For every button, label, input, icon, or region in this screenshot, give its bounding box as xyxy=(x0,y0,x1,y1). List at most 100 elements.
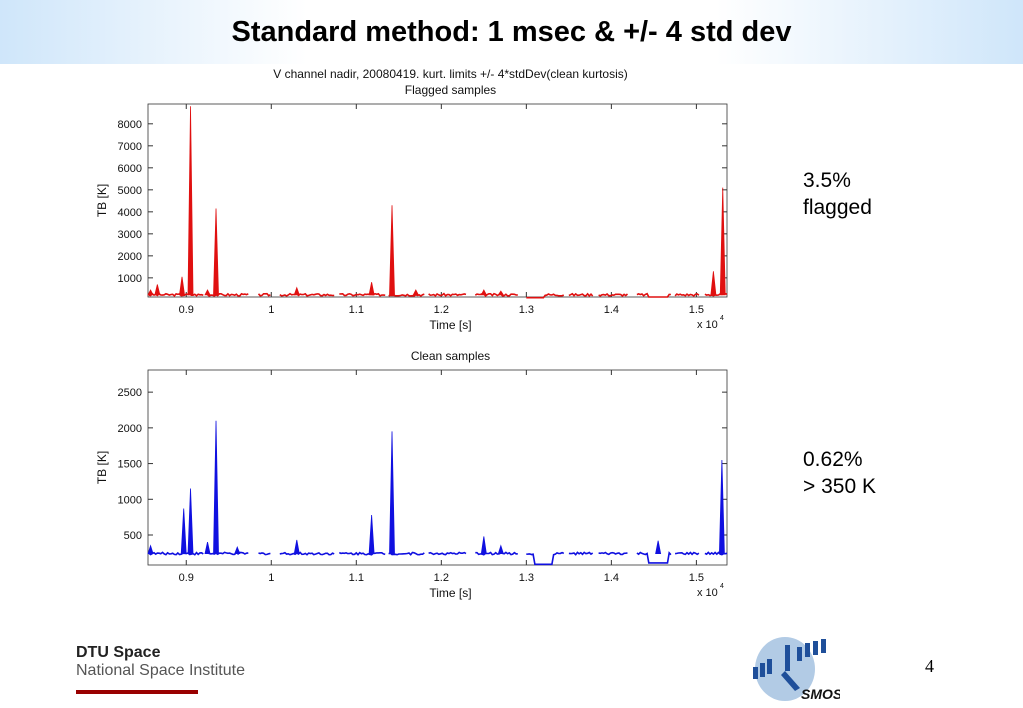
data-segment xyxy=(526,551,565,566)
note-line: 3.5% xyxy=(803,169,851,192)
footer-bar xyxy=(76,690,198,694)
data-spike xyxy=(187,106,194,296)
note-flagged: 3.5% flagged xyxy=(803,167,872,221)
data-spike xyxy=(204,289,211,296)
page-number: 4 xyxy=(925,656,934,676)
data-segment xyxy=(636,292,671,298)
data-spike xyxy=(147,289,154,296)
note-line: > 350 K xyxy=(803,475,876,498)
data-spike xyxy=(187,488,194,554)
x-multiplier: x 10 xyxy=(697,587,718,599)
y-axis-label: TB [K] xyxy=(95,451,109,484)
data-spike xyxy=(389,431,395,554)
data-segment xyxy=(526,293,565,299)
data-segment xyxy=(338,551,386,556)
x-tick-label: 1.4 xyxy=(604,572,619,584)
data-segment xyxy=(598,292,629,297)
data-spike xyxy=(480,536,487,554)
data-segment xyxy=(636,551,672,564)
x-tick-label: 1.2 xyxy=(434,304,449,316)
x-exponent: 4 xyxy=(720,315,724,322)
data-spike xyxy=(154,284,161,296)
data-segment xyxy=(428,292,467,297)
data-spike xyxy=(368,514,375,554)
smos-logo-text: SMOS xyxy=(801,686,840,702)
data-segment xyxy=(339,292,386,297)
note-clean: 0.62% > 350 K xyxy=(803,446,876,500)
y-tick-label: 1000 xyxy=(118,273,142,285)
data-spike xyxy=(234,546,241,554)
data-segment xyxy=(279,551,335,556)
y-tick-label: 5000 xyxy=(118,185,142,197)
y-tick-label: 8000 xyxy=(118,119,142,131)
y-tick-label: 2500 xyxy=(118,387,142,399)
x-axis-label: Time [s] xyxy=(429,586,471,600)
x-tick-label: 1.3 xyxy=(519,572,534,584)
plot-area xyxy=(147,103,728,298)
y-tick-label: 4000 xyxy=(118,207,142,219)
x-tick-label: 1 xyxy=(268,572,274,584)
x-axis-label: Time [s] xyxy=(429,318,471,332)
data-segment xyxy=(148,551,204,556)
data-spike xyxy=(655,540,662,554)
y-tick-label: 7000 xyxy=(118,141,142,153)
data-segment xyxy=(257,292,271,297)
data-spike xyxy=(718,459,725,554)
y-tick-label: 1000 xyxy=(118,494,142,506)
data-spike xyxy=(147,544,154,554)
x-tick-label: 1 xyxy=(268,304,274,316)
data-spike xyxy=(179,276,185,296)
data-segment xyxy=(207,292,249,297)
x-tick-label: 1.5 xyxy=(689,304,704,316)
smos-logo: SMOS xyxy=(753,637,840,702)
footer-org: DTU Space xyxy=(76,644,161,661)
note-line: 0.62% xyxy=(803,448,863,471)
x-multiplier: x 10 xyxy=(697,319,718,331)
plot-area xyxy=(147,369,728,566)
data-segment xyxy=(568,551,594,556)
data-spike xyxy=(213,208,219,296)
data-spike xyxy=(180,508,187,554)
data-spike xyxy=(293,286,300,296)
x-tick-label: 1.4 xyxy=(604,304,619,316)
data-spike xyxy=(719,187,726,296)
x-tick-label: 0.9 xyxy=(179,304,194,316)
x-exponent: 4 xyxy=(720,583,724,590)
x-tick-label: 1.3 xyxy=(519,304,534,316)
data-spike xyxy=(412,289,419,296)
chart-title: Clean samples xyxy=(411,349,490,363)
x-tick-label: 1.1 xyxy=(349,304,364,316)
data-segment xyxy=(598,551,628,556)
x-tick-label: 1.2 xyxy=(434,572,449,584)
data-spike xyxy=(213,420,219,554)
data-segment xyxy=(258,552,271,556)
data-spike xyxy=(293,539,300,554)
data-segment xyxy=(568,292,594,298)
note-line: flagged xyxy=(803,196,872,219)
data-segment xyxy=(207,551,249,556)
slide-title: Standard method: 1 msec & +/- 4 std dev xyxy=(231,16,792,48)
y-tick-label: 2000 xyxy=(118,423,142,435)
title-banner xyxy=(0,0,1023,64)
y-tick-label: 6000 xyxy=(118,163,142,175)
x-tick-label: 1.5 xyxy=(689,572,704,584)
x-tick-label: 0.9 xyxy=(179,572,194,584)
data-spike xyxy=(389,205,395,296)
footer-institute: National Space Institute xyxy=(76,662,245,679)
chart-title: Flagged samples xyxy=(405,83,496,97)
data-segment xyxy=(388,551,425,556)
data-segment xyxy=(279,292,335,297)
y-tick-label: 3000 xyxy=(118,229,142,241)
data-spike xyxy=(710,271,717,296)
chart-suptitle: V channel nadir, 20080419. kurt. limits … xyxy=(273,67,628,81)
y-tick-label: 1500 xyxy=(118,459,142,471)
data-segment xyxy=(475,551,518,556)
data-spike xyxy=(204,542,211,554)
data-segment xyxy=(674,293,700,297)
data-segment xyxy=(674,551,700,556)
x-tick-label: 1.1 xyxy=(349,572,364,584)
y-axis-label: TB [K] xyxy=(95,184,109,217)
data-spike xyxy=(368,282,375,296)
data-segment xyxy=(428,551,467,556)
